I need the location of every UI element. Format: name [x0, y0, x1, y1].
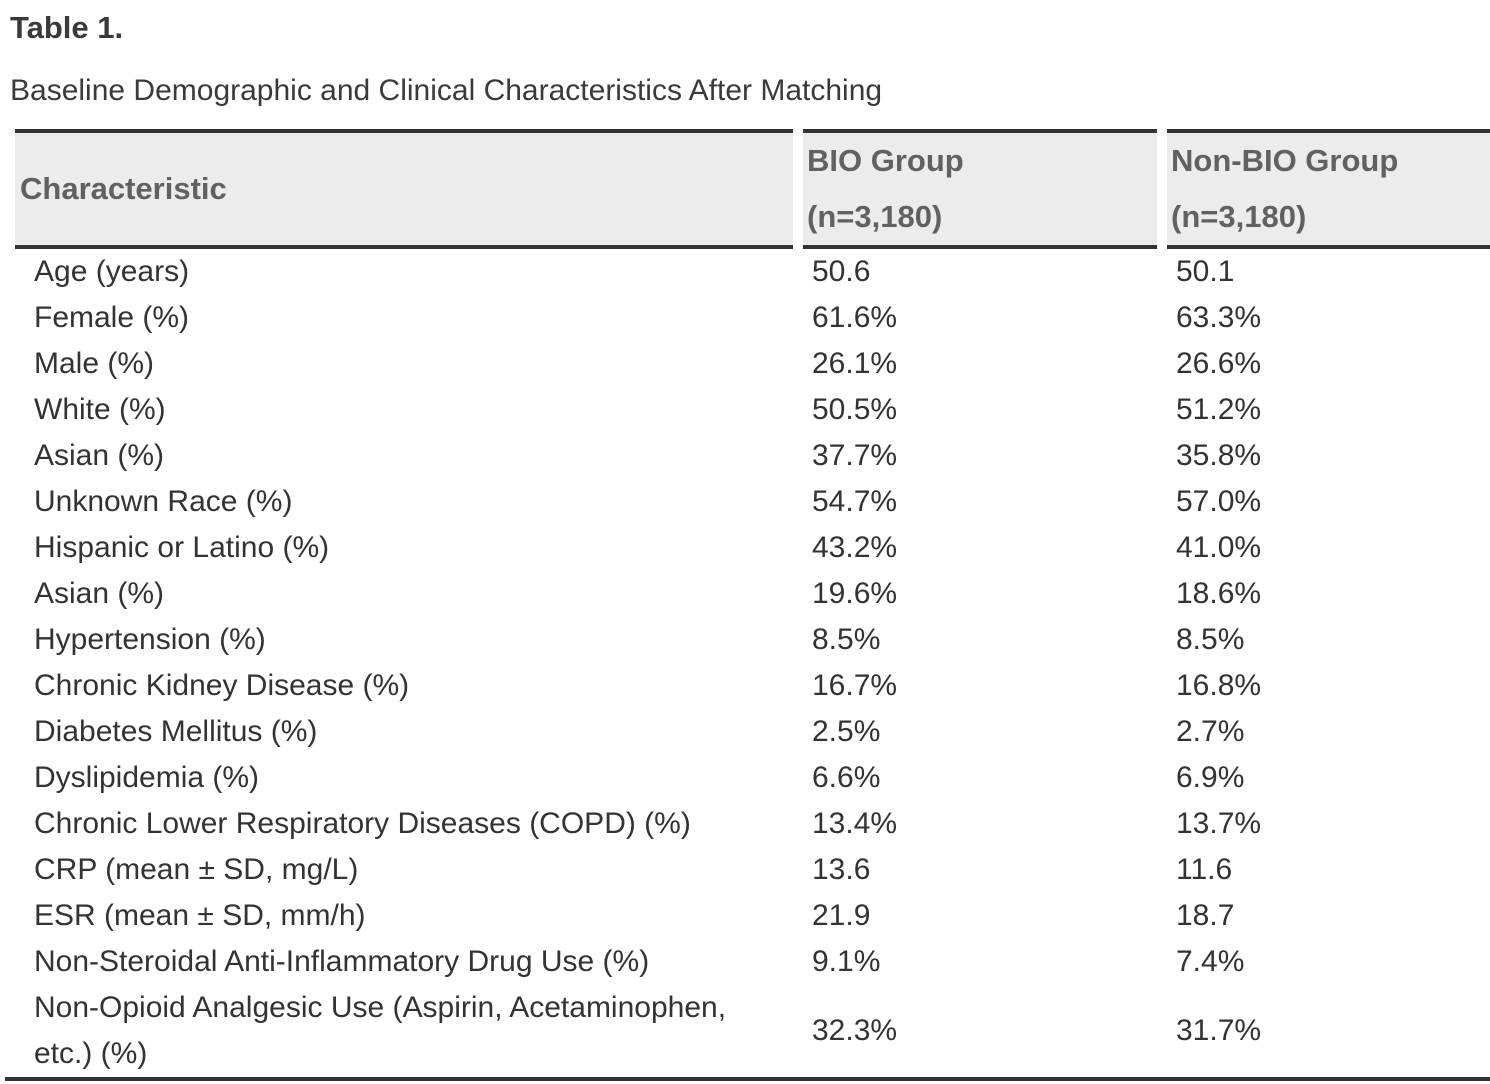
bio-value: 50.6	[812, 255, 871, 288]
table-row: Diabetes Mellitus (%) 2.5% 2.7%	[15, 709, 1490, 755]
bio-value: 50.5%	[812, 393, 898, 426]
bio-value: 2.5%	[812, 715, 881, 748]
bio-value: 13.6	[812, 853, 871, 886]
nonbio-value: 7.4%	[1176, 945, 1245, 978]
header-bio-group-n: (n=3,180)	[807, 199, 943, 234]
row-label: Male (%)	[34, 347, 155, 380]
row-label: White (%)	[34, 393, 166, 426]
nonbio-value: 18.6%	[1176, 577, 1262, 610]
table-row: Age (years) 50.6 50.1	[15, 249, 1490, 295]
header-nonbio-group-n: (n=3,180)	[1171, 199, 1307, 234]
table-row: Dyslipidemia (%) 6.6% 6.9%	[15, 755, 1490, 801]
table-row: Female (%) 61.6% 63.3%	[15, 295, 1490, 341]
row-label: Hispanic or Latino (%)	[34, 531, 330, 564]
nonbio-value: 8.5%	[1176, 623, 1245, 656]
bio-value: 6.6%	[812, 761, 881, 794]
table-row: Chronic Kidney Disease (%) 16.7% 16.8%	[15, 663, 1490, 709]
nonbio-value: 63.3%	[1176, 301, 1262, 334]
table-row: Chronic Lower Respiratory Diseases (COPD…	[15, 801, 1490, 847]
table-row: Asian (%) 37.7% 35.8%	[15, 433, 1490, 479]
row-label: Female (%)	[34, 301, 190, 334]
row-label: Non-Steroidal Anti-Inflammatory Drug Use…	[34, 945, 650, 978]
header-bio-group-label: BIO Group	[807, 143, 964, 178]
nonbio-value: 26.6%	[1176, 347, 1262, 380]
bio-value: 16.7%	[812, 669, 898, 702]
table-row: Asian (%) 19.6% 18.6%	[15, 571, 1490, 617]
nonbio-value: 31.7%	[1176, 1014, 1262, 1047]
header-characteristic: Characteristic	[15, 129, 793, 249]
nonbio-value: 57.0%	[1176, 485, 1262, 518]
nonbio-value: 18.7	[1176, 899, 1235, 932]
nonbio-value: 35.8%	[1176, 439, 1262, 472]
row-label: Asian (%)	[34, 577, 165, 610]
row-label: Dyslipidemia (%)	[34, 761, 260, 794]
row-label: Hypertension (%)	[34, 623, 266, 656]
header-nonbio-group: Non-BIO Group (n=3,180)	[1167, 129, 1490, 249]
table-row: Male (%) 26.1% 26.6%	[15, 341, 1490, 387]
bio-value: 9.1%	[812, 945, 881, 978]
nonbio-value: 11.6	[1176, 853, 1233, 886]
bio-value: 19.6%	[812, 577, 898, 610]
bio-value: 37.7%	[812, 439, 898, 472]
row-label: Unknown Race (%)	[34, 485, 293, 518]
bio-value: 13.4%	[812, 807, 898, 840]
header-row: Characteristic BIO Group (n=3,180) Non-B…	[15, 129, 1490, 249]
table-header: Characteristic BIO Group (n=3,180) Non-B…	[15, 129, 1490, 249]
table-row: ESR (mean ± SD, mm/h) 21.9 18.7	[15, 893, 1490, 939]
bio-value: 21.9	[812, 899, 871, 932]
table-row: Hispanic or Latino (%) 43.2% 41.0%	[15, 525, 1490, 571]
row-label: CRP (mean ± SD, mg/L)	[34, 853, 359, 886]
table-row: White (%) 50.5% 51.2%	[15, 387, 1490, 433]
row-label: Chronic Kidney Disease (%)	[34, 669, 410, 702]
nonbio-value: 6.9%	[1176, 761, 1245, 794]
bio-value: 8.5%	[812, 623, 881, 656]
table-figure: Table 1. Baseline Demographic and Clinic…	[0, 10, 1490, 1084]
row-label: ESR (mean ± SD, mm/h)	[34, 899, 366, 932]
table-body: Age (years) 50.6 50.1 Female (%) 61.6% 63.3% M…	[15, 249, 1490, 1077]
bio-value: 61.6%	[812, 301, 898, 334]
nonbio-value: 50.1	[1176, 255, 1235, 288]
nonbio-value: 2.7%	[1176, 715, 1245, 748]
table-row: Hypertension (%) 8.5% 8.5%	[15, 617, 1490, 663]
table-number: Table 1.	[10, 10, 124, 45]
table-caption: Baseline Demographic and Clinical Charac…	[10, 74, 883, 107]
nonbio-value: 16.8%	[1176, 669, 1262, 702]
table-row: CRP (mean ± SD, mg/L) 13.6 11.6	[15, 847, 1490, 893]
header-nonbio-group-label: Non-BIO Group	[1171, 143, 1399, 178]
nonbio-value: 41.0%	[1176, 531, 1262, 564]
table-row: Non-Steroidal Anti-Inflammatory Drug Use…	[15, 939, 1490, 985]
header-characteristic-label: Characteristic	[20, 171, 227, 206]
bio-value: 32.3%	[812, 1014, 898, 1047]
row-label: Non-Opioid Analgesic Use (Aspirin, Aceta…	[34, 991, 727, 1070]
table-row: Unknown Race (%) 54.7% 57.0%	[15, 479, 1490, 525]
row-label: Chronic Lower Respiratory Diseases (COPD…	[34, 807, 691, 840]
nonbio-value: 13.7%	[1176, 807, 1262, 840]
row-label: Asian (%)	[34, 439, 165, 472]
table-row: Non-Opioid Analgesic Use (Aspirin, Aceta…	[15, 985, 1490, 1077]
row-label: Age (years)	[34, 255, 190, 288]
characteristics-table: Characteristic BIO Group (n=3,180) Non-B…	[5, 129, 1490, 1081]
row-label: Diabetes Mellitus (%)	[34, 715, 318, 748]
nonbio-value: 51.2%	[1176, 393, 1262, 426]
bio-value: 54.7%	[812, 485, 898, 518]
bio-value: 43.2%	[812, 531, 898, 564]
bio-value: 26.1%	[812, 347, 898, 380]
header-bio-group: BIO Group (n=3,180)	[803, 129, 1157, 249]
